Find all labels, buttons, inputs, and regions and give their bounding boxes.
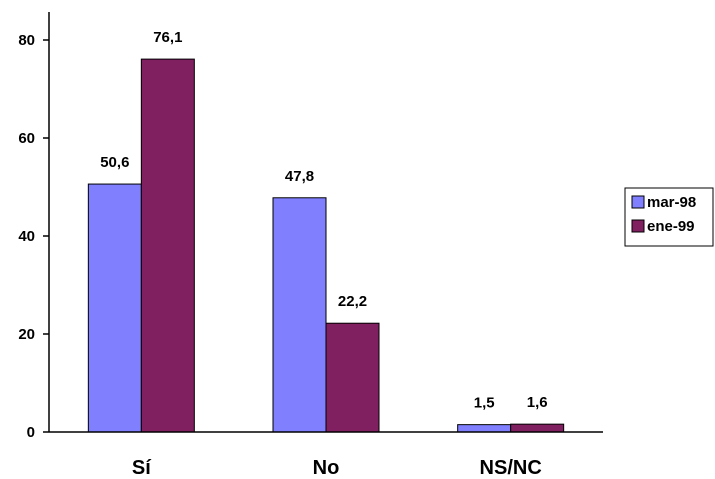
x-labels-group: Sí No NS/NC bbox=[132, 457, 542, 479]
bar-mar-98-2 bbox=[457, 424, 512, 433]
legend: mar-98 ene-99 bbox=[624, 187, 714, 247]
bar-mar-98-1 bbox=[272, 197, 327, 433]
bars-group bbox=[87, 58, 565, 433]
y-tick-label-1: 20 bbox=[18, 326, 35, 343]
y-tick-label-4: 80 bbox=[18, 32, 35, 49]
bar-ene-99-2 bbox=[510, 423, 565, 433]
legend-box bbox=[624, 187, 714, 247]
data-label-ene-99-0: 76,1 bbox=[153, 29, 182, 46]
data-label-mar-98-0: 50,6 bbox=[100, 154, 129, 171]
data-label-mar-98-1: 47,8 bbox=[285, 168, 314, 185]
data-label-ene-99-1: 22,2 bbox=[338, 293, 367, 310]
data-labels-group: 50,6 76,1 47,8 22,2 1,5 1,6 bbox=[100, 29, 547, 412]
legend-swatch-mar-98 bbox=[631, 195, 645, 209]
y-ticks-group: 0 20 40 60 80 bbox=[18, 32, 49, 441]
bar-ene-99-0 bbox=[140, 58, 195, 433]
legend-swatch-ene-99 bbox=[631, 219, 645, 233]
bar-ene-99-1 bbox=[325, 322, 380, 433]
x-tick-label-2: NS/NC bbox=[480, 457, 542, 479]
x-tick-label-1: No bbox=[313, 457, 340, 479]
legend-label-ene-99: ene-99 bbox=[647, 218, 695, 235]
axes-group bbox=[48, 12, 603, 433]
y-tick-label-2: 40 bbox=[18, 228, 35, 245]
data-label-ene-99-2: 1,6 bbox=[527, 394, 548, 411]
y-tick-label-3: 60 bbox=[18, 130, 35, 147]
data-label-mar-98-2: 1,5 bbox=[474, 395, 495, 412]
y-tick-label-0: 0 bbox=[27, 424, 35, 441]
bar-mar-98-0 bbox=[87, 183, 142, 433]
x-tick-label-0: Sí bbox=[132, 457, 152, 479]
legend-label-mar-98: mar-98 bbox=[647, 194, 696, 211]
